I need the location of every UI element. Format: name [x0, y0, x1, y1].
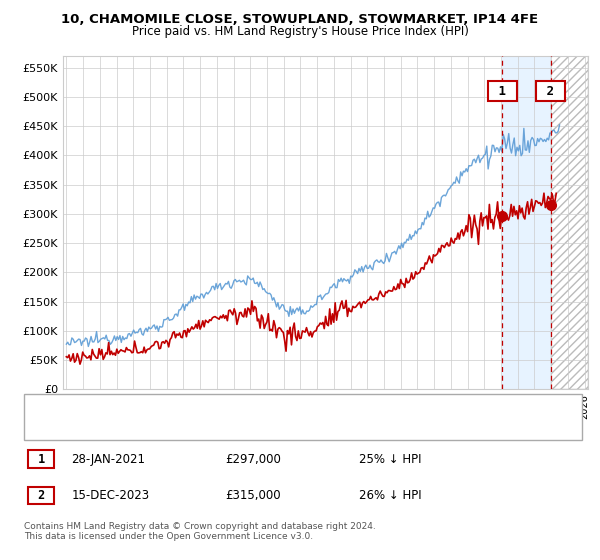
- Text: Contains HM Land Registry data © Crown copyright and database right 2024.
This d: Contains HM Land Registry data © Crown c…: [24, 522, 376, 542]
- Text: Price paid vs. HM Land Registry's House Price Index (HPI): Price paid vs. HM Land Registry's House …: [131, 25, 469, 38]
- Text: 26% ↓ HPI: 26% ↓ HPI: [359, 489, 421, 502]
- Text: HPI: Average price, detached house, Mid Suffolk: HPI: Average price, detached house, Mid …: [66, 422, 317, 432]
- Text: 10, CHAMOMILE CLOSE, STOWUPLAND, STOWMARKET, IP14 4FE: 10, CHAMOMILE CLOSE, STOWUPLAND, STOWMAR…: [61, 13, 539, 26]
- Text: 1: 1: [491, 85, 514, 97]
- Text: £297,000: £297,000: [225, 452, 281, 466]
- Text: 1: 1: [31, 452, 52, 466]
- Text: 2: 2: [539, 85, 562, 97]
- Text: 10, CHAMOMILE CLOSE, STOWUPLAND, STOWMARKET, IP14 4FE (detached house): 10, CHAMOMILE CLOSE, STOWUPLAND, STOWMAR…: [66, 401, 494, 411]
- Text: 2: 2: [31, 489, 52, 502]
- Text: 15-DEC-2023: 15-DEC-2023: [71, 489, 149, 502]
- Text: £315,000: £315,000: [225, 489, 281, 502]
- Text: 25% ↓ HPI: 25% ↓ HPI: [359, 452, 421, 466]
- Text: 28-JAN-2021: 28-JAN-2021: [71, 452, 145, 466]
- Bar: [502, 56, 551, 389]
- Bar: [551, 56, 588, 389]
